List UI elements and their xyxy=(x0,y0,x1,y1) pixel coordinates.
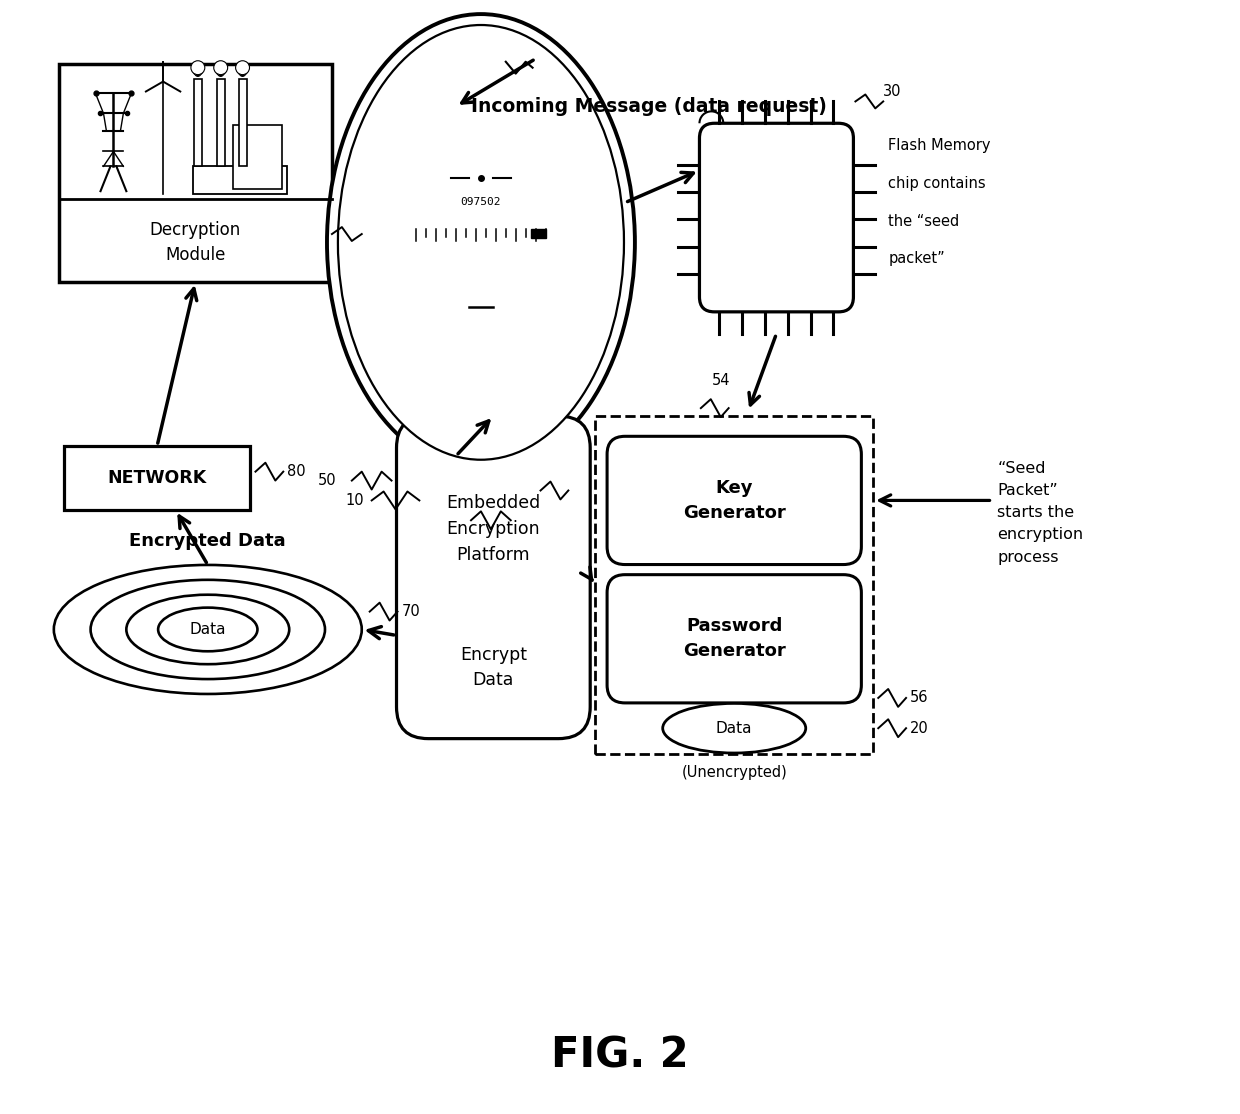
FancyBboxPatch shape xyxy=(608,575,862,703)
Text: 20: 20 xyxy=(910,721,929,735)
FancyBboxPatch shape xyxy=(608,437,862,565)
FancyBboxPatch shape xyxy=(595,416,873,753)
Text: chip contains: chip contains xyxy=(888,176,986,190)
Ellipse shape xyxy=(662,703,806,753)
Bar xyxy=(193,79,202,166)
Text: 10: 10 xyxy=(345,492,363,508)
Text: 30: 30 xyxy=(883,84,901,99)
Text: Key
Generator: Key Generator xyxy=(683,479,786,522)
Bar xyxy=(58,63,332,282)
Text: “Seed
Packet”
starts the
encryption
process: “Seed Packet” starts the encryption proc… xyxy=(997,461,1084,565)
FancyBboxPatch shape xyxy=(397,416,590,739)
FancyBboxPatch shape xyxy=(427,186,536,217)
Text: the “seed: the “seed xyxy=(888,214,960,228)
Text: Data: Data xyxy=(190,622,226,637)
Text: Encrypt
Data: Encrypt Data xyxy=(460,646,527,690)
Text: 54: 54 xyxy=(712,373,730,389)
FancyBboxPatch shape xyxy=(699,124,853,312)
Bar xyxy=(531,229,546,238)
Text: Flash Memory: Flash Memory xyxy=(888,138,991,153)
Text: 12: 12 xyxy=(496,538,515,554)
Text: 70: 70 xyxy=(402,604,420,619)
Ellipse shape xyxy=(327,14,635,470)
Bar xyxy=(63,446,250,510)
Bar xyxy=(233,125,283,189)
Text: 50: 50 xyxy=(319,473,337,488)
Circle shape xyxy=(239,71,246,77)
Text: FIG. 2: FIG. 2 xyxy=(552,1034,688,1076)
Circle shape xyxy=(191,61,205,75)
Text: 14: 14 xyxy=(563,508,582,524)
Text: 56: 56 xyxy=(910,691,929,705)
Circle shape xyxy=(195,71,201,77)
Text: 90: 90 xyxy=(367,226,386,242)
Ellipse shape xyxy=(159,607,258,652)
Text: NETWORK: NETWORK xyxy=(108,469,207,487)
Ellipse shape xyxy=(339,25,624,460)
Text: packet”: packet” xyxy=(888,252,945,266)
Text: (Unencrypted): (Unencrypted) xyxy=(681,765,787,781)
Circle shape xyxy=(193,66,202,76)
Bar xyxy=(193,166,288,194)
Text: Decryption
Module: Decryption Module xyxy=(150,222,241,264)
Ellipse shape xyxy=(53,565,362,694)
Circle shape xyxy=(238,66,248,76)
Text: 097502: 097502 xyxy=(461,197,501,207)
Text: Embedded
Encryption
Platform: Embedded Encryption Platform xyxy=(446,494,541,565)
Ellipse shape xyxy=(91,579,325,680)
Text: 80: 80 xyxy=(288,465,306,479)
Text: Encrypted Data: Encrypted Data xyxy=(129,532,286,550)
Bar xyxy=(217,79,224,166)
Circle shape xyxy=(213,61,228,75)
Circle shape xyxy=(236,61,249,75)
Ellipse shape xyxy=(126,595,289,664)
Text: Incoming Message (data request): Incoming Message (data request) xyxy=(471,97,827,116)
Circle shape xyxy=(218,71,223,77)
Text: Password
Generator: Password Generator xyxy=(683,617,786,661)
Text: Data: Data xyxy=(715,721,753,735)
Text: 1: 1 xyxy=(538,60,547,75)
Circle shape xyxy=(216,66,226,76)
Bar xyxy=(238,79,247,166)
